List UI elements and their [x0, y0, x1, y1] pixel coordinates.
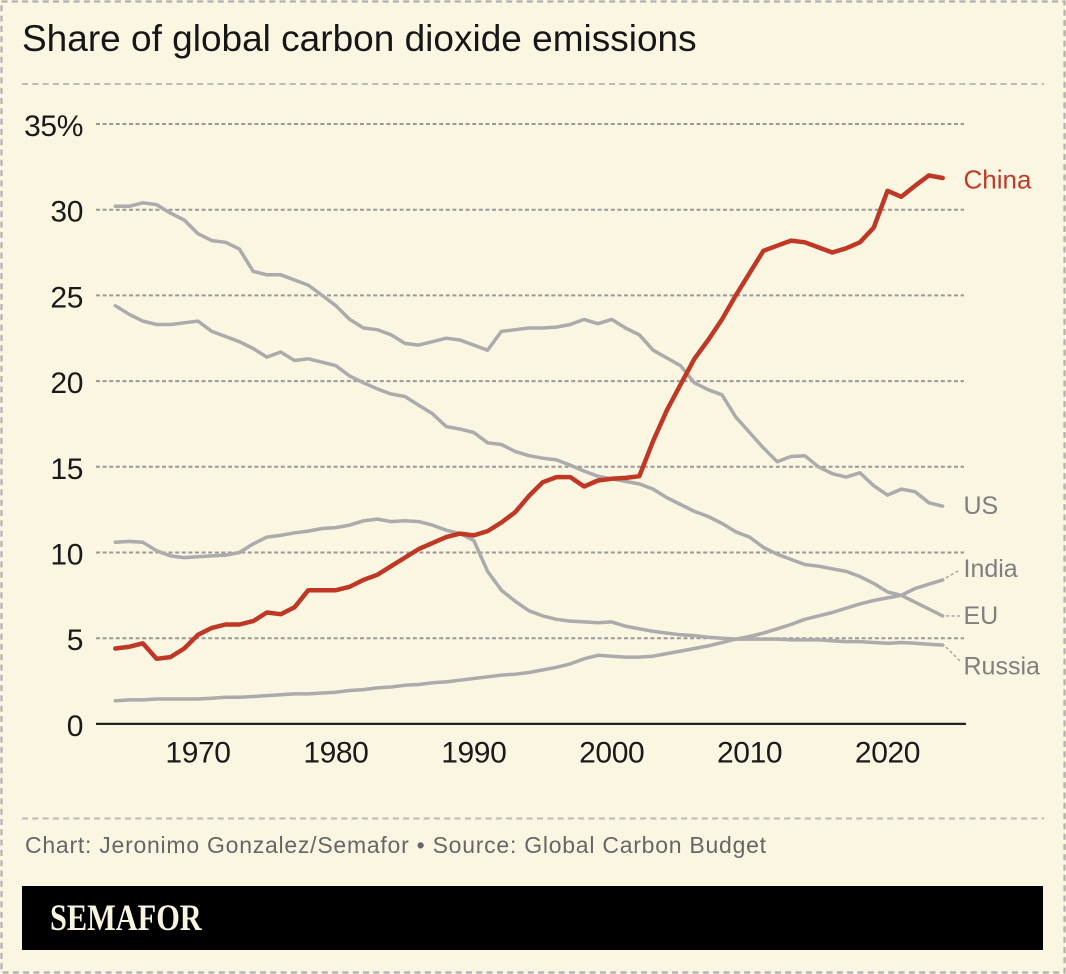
svg-text:2000: 2000	[579, 737, 644, 770]
svg-text:Russia: Russia	[964, 653, 1041, 681]
svg-text:35%: 35%	[24, 110, 83, 143]
svg-text:10: 10	[50, 539, 83, 572]
svg-text:0: 0	[67, 710, 83, 743]
svg-text:25: 25	[50, 281, 83, 314]
svg-text:5: 5	[67, 624, 83, 657]
svg-text:15: 15	[50, 453, 83, 486]
svg-text:China: China	[964, 165, 1032, 195]
svg-text:30: 30	[50, 196, 83, 229]
svg-text:1970: 1970	[165, 737, 230, 770]
svg-text:EU: EU	[964, 602, 999, 630]
svg-text:20: 20	[50, 367, 83, 400]
svg-text:2010: 2010	[717, 737, 782, 770]
svg-text:2020: 2020	[855, 737, 920, 770]
svg-text:1990: 1990	[441, 737, 506, 770]
svg-text:1980: 1980	[303, 737, 368, 770]
svg-text:India: India	[964, 555, 1018, 583]
svg-text:US: US	[964, 492, 999, 520]
